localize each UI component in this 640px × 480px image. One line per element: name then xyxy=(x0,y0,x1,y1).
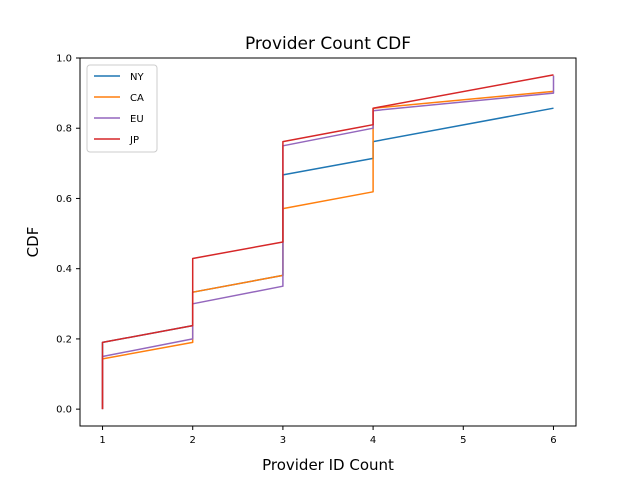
plot-frame xyxy=(79,57,577,427)
x-tick-label: 2 xyxy=(190,435,196,446)
y-tick-label: 0.8 xyxy=(56,124,72,135)
legend-box xyxy=(86,64,158,153)
y-axis-ticks: 0.0 0.2 0.4 0.6 0.8 1.0 xyxy=(56,54,80,416)
y-axis-label: CDF xyxy=(24,227,42,258)
x-tick-label: 6 xyxy=(550,435,556,446)
x-tick-label: 5 xyxy=(460,435,466,446)
x-axis-label: Provider ID Count xyxy=(262,456,394,474)
chart-title: Provider Count CDF xyxy=(245,34,411,54)
legend: NY CA EU JP xyxy=(86,64,158,153)
series-line-jp xyxy=(101,74,554,410)
y-tick-label: 0.6 xyxy=(56,194,72,205)
x-tick-label: 1 xyxy=(99,435,105,446)
y-tick-label: 1.0 xyxy=(56,54,72,65)
legend-label-jp: JP xyxy=(129,135,139,146)
x-tick-label: 3 xyxy=(280,435,286,446)
legend-label-ca: CA xyxy=(130,93,144,104)
y-tick-label: 0.4 xyxy=(56,264,72,275)
plot-lines xyxy=(101,74,555,410)
x-axis-ticks: 1 2 3 4 5 6 xyxy=(99,426,557,446)
x-tick-label: 4 xyxy=(370,435,376,446)
y-tick-label: 0.2 xyxy=(56,334,72,345)
y-tick-label: 0.0 xyxy=(56,405,72,416)
legend-label-ny: NY xyxy=(130,72,144,83)
legend-label-eu: EU xyxy=(130,114,144,125)
